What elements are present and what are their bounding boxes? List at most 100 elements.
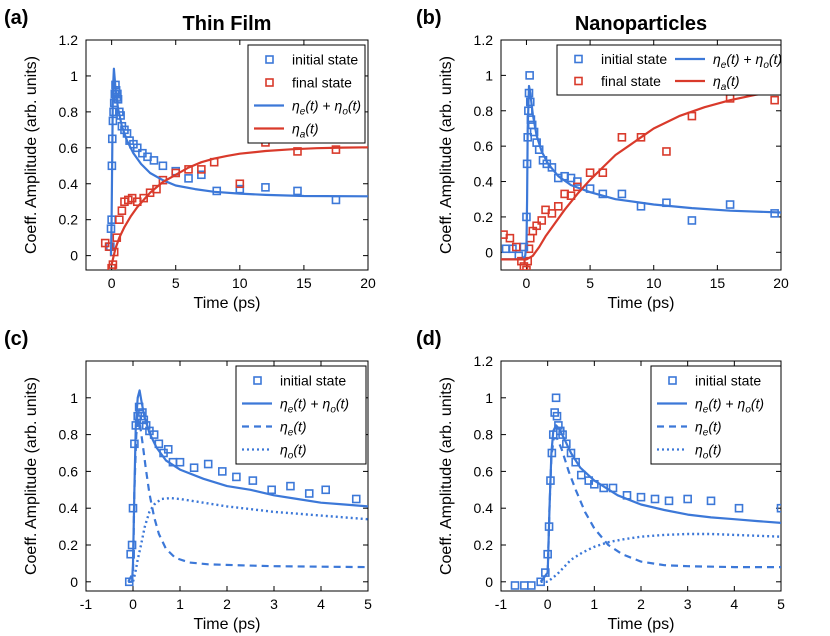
legend-label-part: η [335,98,343,114]
legend-label-part: (t) [708,396,721,412]
series-line [128,496,368,583]
y-axis-label: Coeff. Amplitude (arb. units) [23,56,40,254]
data-point [532,221,541,231]
data-area [124,389,368,587]
y-tick-label: 0 [485,244,493,260]
legend-label: final state [601,73,661,89]
legend-item: ηo(t) [242,442,307,462]
panel-title: Nanoparticles [575,13,707,35]
y-tick-label: 1 [485,67,493,83]
x-tick-label: 1 [176,596,184,612]
panel-label: (a) [4,7,28,29]
series-line [501,84,781,261]
y-tick-label: 0 [485,574,493,590]
legend-label-part: e [703,405,709,416]
data-point [598,168,608,177]
data-point [267,485,276,495]
data-point [520,581,529,590]
data-point [286,481,295,491]
data-point [232,472,241,482]
legend-label-part: η [695,442,703,458]
data-point [304,489,314,498]
data-point [617,133,627,142]
legend-item: ηe(t) [657,419,722,439]
legend-label: ηe(t) [695,419,722,439]
legend-item: final state [265,75,352,91]
data-point [197,170,206,180]
data-point [149,156,159,165]
x-tick-label: 2 [223,596,231,612]
data-point [525,71,534,80]
y-tick-label: 0.6 [59,140,79,156]
legend-label: ηe(t) + ηo(t) [280,396,349,416]
x-tick-label: 5 [172,275,180,291]
data-point [576,470,586,480]
data-point [184,174,193,183]
legend-label: ηa(t) [713,73,740,93]
series-line [539,437,781,583]
data-point [117,206,127,216]
y-tick-label: 0.4 [474,174,494,190]
legend-label-part: e [703,428,709,439]
panel-a: 0 5 10 15 20 0 0.2 0.4 0.6 0.8 1 1.2 Time (ps) Coeff.… [4,7,376,312]
legend-marker [253,376,262,385]
series-line [501,90,781,261]
data-point [331,145,341,154]
x-tick-label: 5 [364,596,372,612]
y-tick-label: 0.2 [474,209,494,225]
legend-label: ηa(t) [292,121,319,141]
data-point [536,577,545,587]
x-tick-label: 3 [270,596,278,612]
data-point [664,496,674,506]
panel-title: Thin Film [183,13,272,35]
legend-label: ηe(t) [280,419,307,439]
legend-label: initial state [601,51,667,67]
legend-label: ηo(t) [695,442,722,462]
data-point [510,581,520,590]
data-point [321,485,331,495]
legend-label-part: η [695,419,703,435]
legend-label-part: e [721,60,727,71]
data-point [617,189,627,199]
data-point [551,393,561,403]
legend-marker [265,55,274,64]
legend-item: initial state [668,373,761,389]
x-tick-label: 0 [544,596,552,612]
data-point [573,177,582,186]
x-axis-label: Time (ps) [194,616,261,633]
legend-label-part: o [342,107,348,118]
x-tick-label: 4 [317,596,325,612]
panel-label: (d) [416,328,442,350]
legend-label-part: η [292,121,300,137]
x-tick-label: 15 [710,275,726,291]
y-tick-label: 0.4 [59,176,79,192]
y-tick-label: 0.8 [59,427,79,443]
data-point [537,216,547,225]
legend-label-part: a [300,130,306,141]
panel-label: (c) [4,328,28,350]
data-point [562,439,571,449]
data-point [636,133,646,142]
data-point [525,233,535,243]
data-point [734,503,744,513]
data-point [522,265,531,270]
legend-item: ηa(t) [254,121,319,141]
legend-label-part: a [721,82,727,93]
y-tick-label: 0.6 [59,463,79,479]
y-tick-label: 0 [70,248,78,264]
x-tick-label: 10 [232,275,248,291]
axes-box [500,39,782,271]
data-point [547,209,557,218]
legend-marker [574,54,583,64]
y-tick-label: 1.2 [474,353,494,369]
legend-item: initial state [265,52,358,68]
legend-label-part: η [756,51,764,67]
x-tick-label: -1 [495,596,508,612]
legend-item: ηe(t) + ηo(t) [675,51,782,71]
y-tick-label: 1 [70,390,78,406]
x-tick-label: 20 [773,275,789,291]
legend-box [235,365,367,465]
data-point [331,195,341,205]
